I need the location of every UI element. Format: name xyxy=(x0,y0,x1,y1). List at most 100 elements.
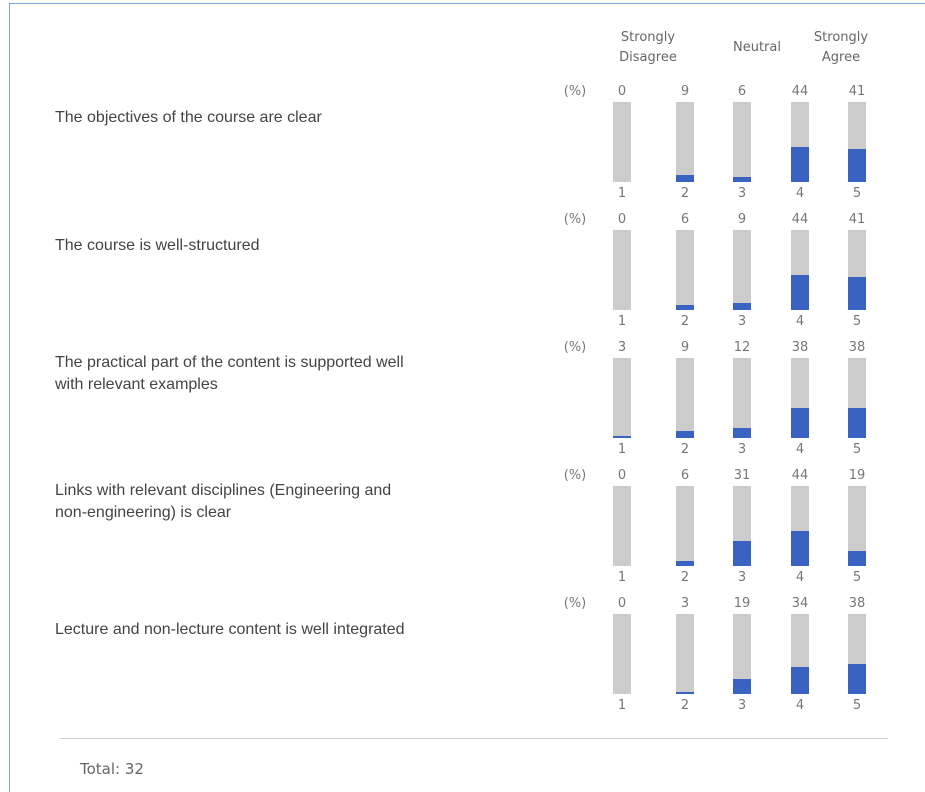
scale-label: 2 xyxy=(680,186,690,201)
scale-label: 5 xyxy=(852,698,862,713)
bar xyxy=(676,174,694,182)
scale-label: 5 xyxy=(852,314,862,329)
scale-label: 4 xyxy=(795,314,805,329)
bar xyxy=(733,428,751,438)
bar xyxy=(848,149,866,182)
scale-label: 2 xyxy=(680,698,690,713)
bar xyxy=(676,691,694,694)
value-label: 19 xyxy=(848,468,866,483)
bar-track xyxy=(613,614,631,694)
unit-label: (%) xyxy=(563,212,587,227)
value-label: 6 xyxy=(680,468,690,483)
scale-label: 3 xyxy=(737,314,747,329)
bar xyxy=(791,146,809,182)
value-label: 0 xyxy=(617,84,627,99)
bar xyxy=(791,666,809,694)
value-label: 3 xyxy=(617,340,627,355)
column-header: Agree xyxy=(821,50,861,65)
value-label: 0 xyxy=(617,596,627,611)
value-label: 38 xyxy=(848,340,866,355)
bar-track xyxy=(676,614,694,694)
scale-label: 5 xyxy=(852,186,862,201)
scale-label: 1 xyxy=(617,442,627,457)
scale-label: 4 xyxy=(795,186,805,201)
value-label: 41 xyxy=(848,84,866,99)
scale-label: 3 xyxy=(737,570,747,585)
value-label: 44 xyxy=(791,468,809,483)
bar-track xyxy=(733,358,751,438)
column-header: Neutral xyxy=(733,40,781,55)
value-label: 6 xyxy=(737,84,747,99)
bar xyxy=(848,663,866,694)
bar xyxy=(791,407,809,438)
bar xyxy=(676,305,694,310)
scale-label: 4 xyxy=(795,698,805,713)
bar xyxy=(733,678,751,694)
value-label: 41 xyxy=(848,212,866,227)
bar-track xyxy=(676,102,694,182)
scale-label: 1 xyxy=(617,698,627,713)
question-label: with relevant examples xyxy=(55,376,218,393)
scale-label: 5 xyxy=(852,570,862,585)
bar-track xyxy=(676,358,694,438)
value-label: 6 xyxy=(680,212,690,227)
bar-track xyxy=(613,486,631,566)
question-label: non-engineering) is clear xyxy=(55,504,232,521)
question-label: The objectives of the course are clear xyxy=(55,109,322,126)
bar-track xyxy=(613,358,631,438)
bar xyxy=(848,550,866,566)
bar-track xyxy=(613,230,631,310)
bar xyxy=(676,430,694,438)
scale-label: 3 xyxy=(737,698,747,713)
bar-track xyxy=(676,230,694,310)
value-label: 19 xyxy=(733,596,751,611)
value-label: 9 xyxy=(680,340,690,355)
column-header: Strongly xyxy=(620,30,676,45)
bar xyxy=(791,530,809,566)
value-label: 34 xyxy=(791,596,809,611)
scale-label: 1 xyxy=(617,570,627,585)
question-label: The practical part of the content is sup… xyxy=(55,354,404,371)
scale-label: 2 xyxy=(680,314,690,329)
total: Total: 32 xyxy=(80,760,144,778)
bar xyxy=(733,541,751,566)
scale-label: 2 xyxy=(680,442,690,457)
value-label: 44 xyxy=(791,84,809,99)
scale-label: 1 xyxy=(617,186,627,201)
bar xyxy=(848,407,866,438)
value-label: 9 xyxy=(737,212,747,227)
bar-track xyxy=(613,102,631,182)
question-label: Links with relevant disciplines (Enginee… xyxy=(55,482,392,499)
scale-label: 3 xyxy=(737,186,747,201)
scale-label: 1 xyxy=(617,314,627,329)
value-label: 31 xyxy=(733,468,751,483)
bar-track xyxy=(848,486,866,566)
scale-label: 2 xyxy=(680,570,690,585)
column-header: Strongly xyxy=(813,30,869,45)
scale-label: 4 xyxy=(795,442,805,457)
bar xyxy=(733,302,751,310)
column-header: Disagree xyxy=(619,50,677,65)
bar-track xyxy=(676,486,694,566)
panel xyxy=(9,3,925,792)
unit-label: (%) xyxy=(563,84,587,99)
value-label: 0 xyxy=(617,468,627,483)
bar-track xyxy=(733,102,751,182)
bar xyxy=(848,277,866,310)
bar-track xyxy=(733,614,751,694)
bar xyxy=(613,435,631,438)
separator xyxy=(60,738,888,739)
value-label: 38 xyxy=(791,340,809,355)
value-label: 9 xyxy=(680,84,690,99)
unit-label: (%) xyxy=(563,468,587,483)
question-label: Lecture and non-lecture content is well … xyxy=(55,621,405,638)
question-label: The course is well-structured xyxy=(55,237,260,254)
value-label: 12 xyxy=(733,340,751,355)
bar xyxy=(791,274,809,310)
value-label: 38 xyxy=(848,596,866,611)
scale-label: 5 xyxy=(852,442,862,457)
scale-label: 3 xyxy=(737,442,747,457)
unit-label: (%) xyxy=(563,596,587,611)
scale-label: 4 xyxy=(795,570,805,585)
